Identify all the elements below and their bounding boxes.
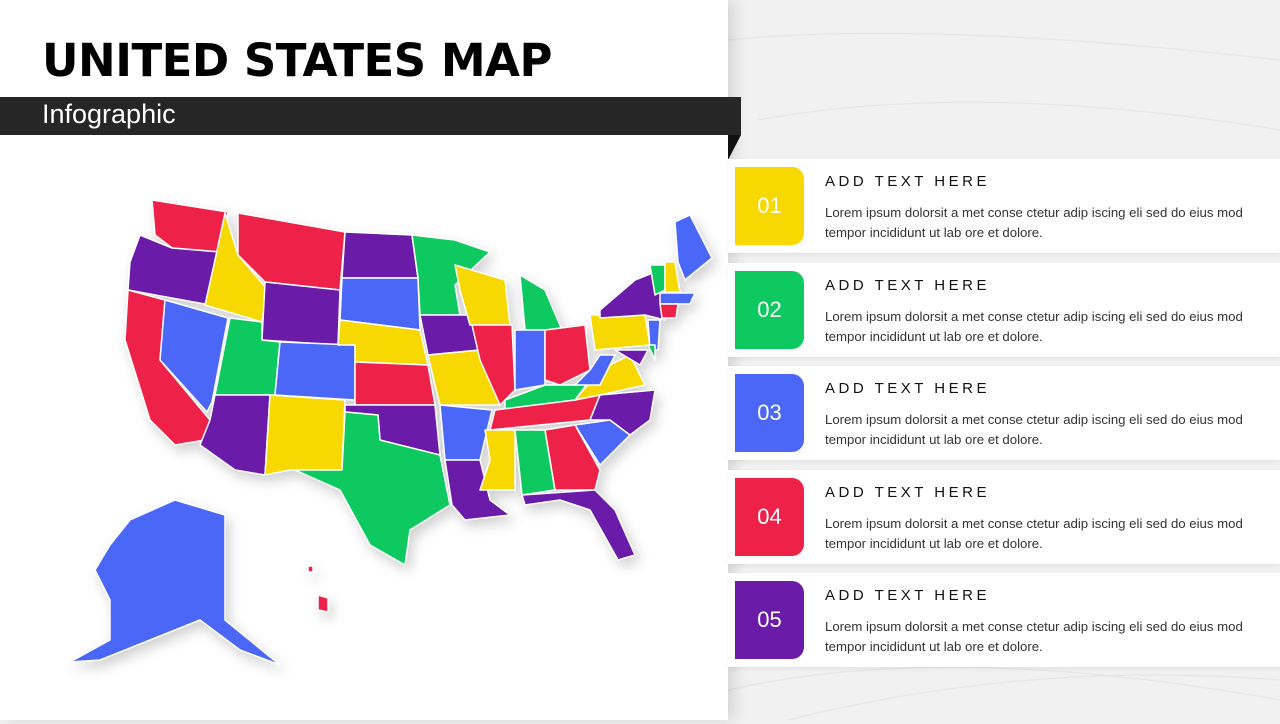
card-heading: ADD TEXT HERE <box>825 173 990 190</box>
state-mn[interactable] <box>411 234 491 316</box>
state-ma[interactable] <box>659 292 696 305</box>
background-lines <box>728 32 1280 720</box>
subtitle-bar <box>0 97 741 135</box>
state-ny[interactable] <box>599 269 666 321</box>
card-body: Lorem ipsum dolorsit a met conse ctetur … <box>825 205 1243 240</box>
state-wy[interactable] <box>261 281 341 346</box>
state-nj[interactable] <box>647 319 661 351</box>
card-heading: ADD TEXT HERE <box>825 380 990 397</box>
state-ks[interactable] <box>354 361 436 406</box>
state-nd[interactable] <box>341 231 419 279</box>
state-tx[interactable] <box>294 411 451 566</box>
state-md[interactable] <box>614 349 649 366</box>
state-ga[interactable] <box>544 424 601 491</box>
state-oh[interactable] <box>544 324 591 386</box>
state-ar[interactable] <box>439 404 493 461</box>
state-me[interactable] <box>674 214 713 281</box>
state-in[interactable] <box>514 329 546 391</box>
info-card-5: 05 ADD TEXT HERE Lorem ipsum dolorsit a … <box>728 573 1280 667</box>
card-heading: ADD TEXT HERE <box>825 587 990 604</box>
number-badge: 05 <box>735 581 804 659</box>
state-co[interactable] <box>274 341 356 401</box>
page-title: UNITED STATES MAP <box>42 34 552 87</box>
state-hi-islet[interactable] <box>307 565 314 573</box>
state-la[interactable] <box>444 459 511 521</box>
state-nv[interactable] <box>159 299 229 413</box>
state-wv[interactable] <box>574 354 616 386</box>
state-il[interactable] <box>471 324 516 406</box>
state-ak[interactable] <box>69 499 281 666</box>
state-fl[interactable] <box>521 489 636 561</box>
info-card-2: 02 ADD TEXT HERE Lorem ipsum dolorsit a … <box>728 263 1280 357</box>
card-body: Lorem ipsum dolorsit a met conse ctetur … <box>825 619 1243 654</box>
state-az[interactable] <box>199 394 271 476</box>
info-card-4: 04 ADD TEXT HERE Lorem ipsum dolorsit a … <box>728 470 1280 564</box>
number-badge: 01 <box>735 167 804 245</box>
info-card-3: 03 ADD TEXT HERE Lorem ipsum dolorsit a … <box>728 366 1280 460</box>
card-heading: ADD TEXT HERE <box>825 277 990 294</box>
card-body: Lorem ipsum dolorsit a met conse ctetur … <box>825 412 1243 447</box>
state-ct[interactable] <box>659 303 679 319</box>
number-badge: 03 <box>735 374 804 452</box>
state-de[interactable] <box>647 344 656 361</box>
state-nm[interactable] <box>264 394 346 476</box>
number-badge: 04 <box>735 478 804 556</box>
card-heading: ADD TEXT HERE <box>825 484 990 501</box>
info-card-1: 01 ADD TEXT HERE Lorem ipsum dolorsit a … <box>728 159 1280 253</box>
us-map <box>0 140 728 720</box>
state-nh[interactable] <box>664 261 681 293</box>
page-subtitle: Infographic <box>42 99 176 129</box>
state-ms[interactable] <box>479 429 516 491</box>
number-badge: 02 <box>735 271 804 349</box>
card-body: Lorem ipsum dolorsit a met conse ctetur … <box>825 516 1243 551</box>
state-pa[interactable] <box>589 314 651 351</box>
card-body: Lorem ipsum dolorsit a met conse ctetur … <box>825 309 1243 344</box>
ribbon-fold <box>728 135 741 160</box>
state-mi[interactable] <box>519 274 563 331</box>
state-hi[interactable] <box>317 594 329 613</box>
